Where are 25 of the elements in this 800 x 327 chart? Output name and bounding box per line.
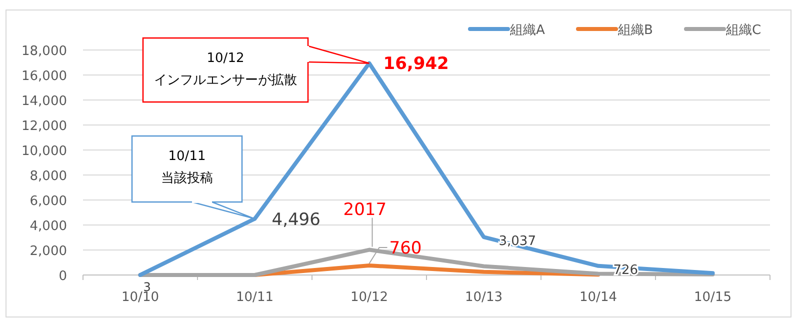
data-label: 2017 (343, 200, 387, 220)
data-label: 16,942 (383, 54, 449, 74)
annotation: 10/11 当該投稿 (161, 149, 213, 186)
y-tick-label: 12,000 (22, 119, 67, 134)
x-tick-label: 10/11 (236, 290, 274, 305)
y-tick-label: 4,000 (30, 219, 67, 234)
y-tick-label: 2,000 (30, 244, 67, 259)
data-label: 4,496 (272, 210, 320, 230)
y-tick-label: 16,000 (22, 69, 67, 84)
y-tick-label: 10,000 (22, 144, 67, 159)
y-tick-label: 6,000 (30, 194, 67, 209)
y-tick-label: 8,000 (30, 169, 67, 184)
annotation: 10/12 インフルエンサーが拡散 (154, 51, 297, 88)
x-tick-label: 10/12 (350, 290, 388, 305)
x-tick-label: 10/13 (465, 290, 502, 305)
legend-label: 組織C (725, 23, 762, 38)
legend-label: 組織B (617, 23, 653, 38)
y-tick-label: 14,000 (22, 94, 67, 109)
data-label: 760 (389, 238, 422, 258)
x-tick-label: 10/15 (694, 290, 732, 305)
legend-label: 組織A (509, 23, 545, 38)
x-tick-label: 10/10 (122, 290, 159, 305)
x-tick-label: 10/14 (580, 290, 617, 305)
y-tick-label: 0 (58, 269, 67, 284)
y-tick-label: 18,000 (22, 44, 67, 59)
